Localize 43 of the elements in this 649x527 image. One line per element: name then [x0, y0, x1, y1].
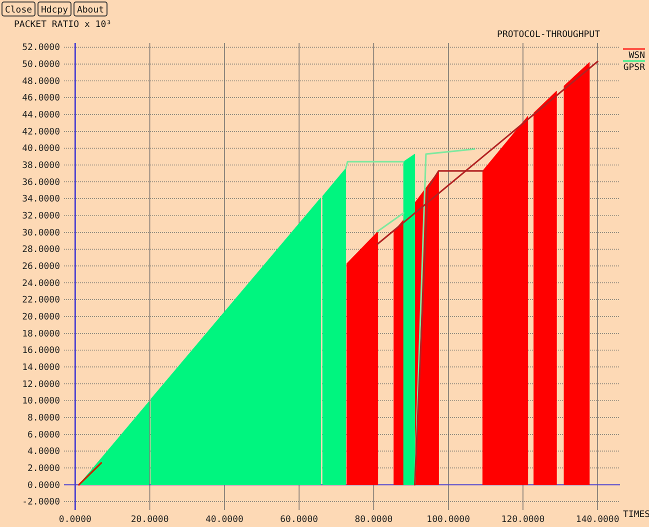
y-tick-label: 50.0000 [22, 60, 60, 70]
x-tick-label: 80.0000 [354, 515, 393, 525]
y-tick-label: 34.0000 [22, 194, 60, 205]
y-tick-label: 38.0000 [22, 161, 60, 172]
y-axis-title: PACKET RATIO x 10³ [14, 20, 112, 30]
y-tick-label: 24.0000 [22, 278, 60, 289]
x-tick-label: 0.0000 [58, 515, 92, 525]
x-tick-label: 20.0000 [130, 515, 169, 525]
chart-title: PROTOCOL-THROUGHPUT [497, 30, 601, 40]
y-tick-label: 0.0000 [27, 480, 60, 491]
y-tick-label: 14.0000 [22, 362, 60, 373]
y-tick-label: 36.0000 [22, 178, 60, 188]
y-tick-label: 26.0000 [22, 262, 60, 272]
y-tick-label: 16.0000 [22, 346, 60, 356]
y-tick-label: 20.0000 [22, 312, 60, 322]
x-tick-label: 120.0000 [501, 515, 545, 525]
y-tick-label: 46.0000 [22, 94, 60, 104]
y-tick-label: 52.0000 [22, 43, 60, 54]
y-tick-label: 8.0000 [27, 413, 60, 424]
legend-label: WSN [628, 51, 645, 61]
y-tick-label: 32.0000 [22, 211, 60, 222]
y-tick-label: 30.0000 [22, 228, 60, 238]
y-tick-label: 10.0000 [22, 396, 60, 407]
x-tick-label: 40.0000 [205, 515, 244, 525]
legend-label: GPSR [623, 63, 646, 73]
y-tick-label: 22.0000 [22, 296, 60, 306]
y-tick-label: 42.0000 [22, 127, 60, 138]
button: Hdcpy [38, 2, 72, 16]
y-tick-label: 44.0000 [22, 110, 60, 121]
x-tick-label: 140.0000 [576, 515, 620, 525]
y-tick-label: -2.0000 [22, 498, 60, 508]
y-tick-label: 40.0000 [22, 144, 60, 154]
y-tick-label: 2.0000 [27, 464, 60, 474]
y-tick-label: 12.0000 [22, 380, 60, 390]
button: About [74, 2, 108, 16]
x-tick-label: 100.0000 [426, 515, 470, 525]
y-tick-label: 48.0000 [22, 76, 60, 87]
y-tick-label: 6.0000 [27, 430, 60, 440]
x-tick-label: 60.0000 [280, 515, 318, 525]
y-tick-label: 18.0000 [22, 329, 60, 340]
button: Close [2, 2, 36, 16]
y-tick-label: 4.0000 [27, 447, 60, 458]
y-tick-label: 28.0000 [22, 245, 60, 256]
